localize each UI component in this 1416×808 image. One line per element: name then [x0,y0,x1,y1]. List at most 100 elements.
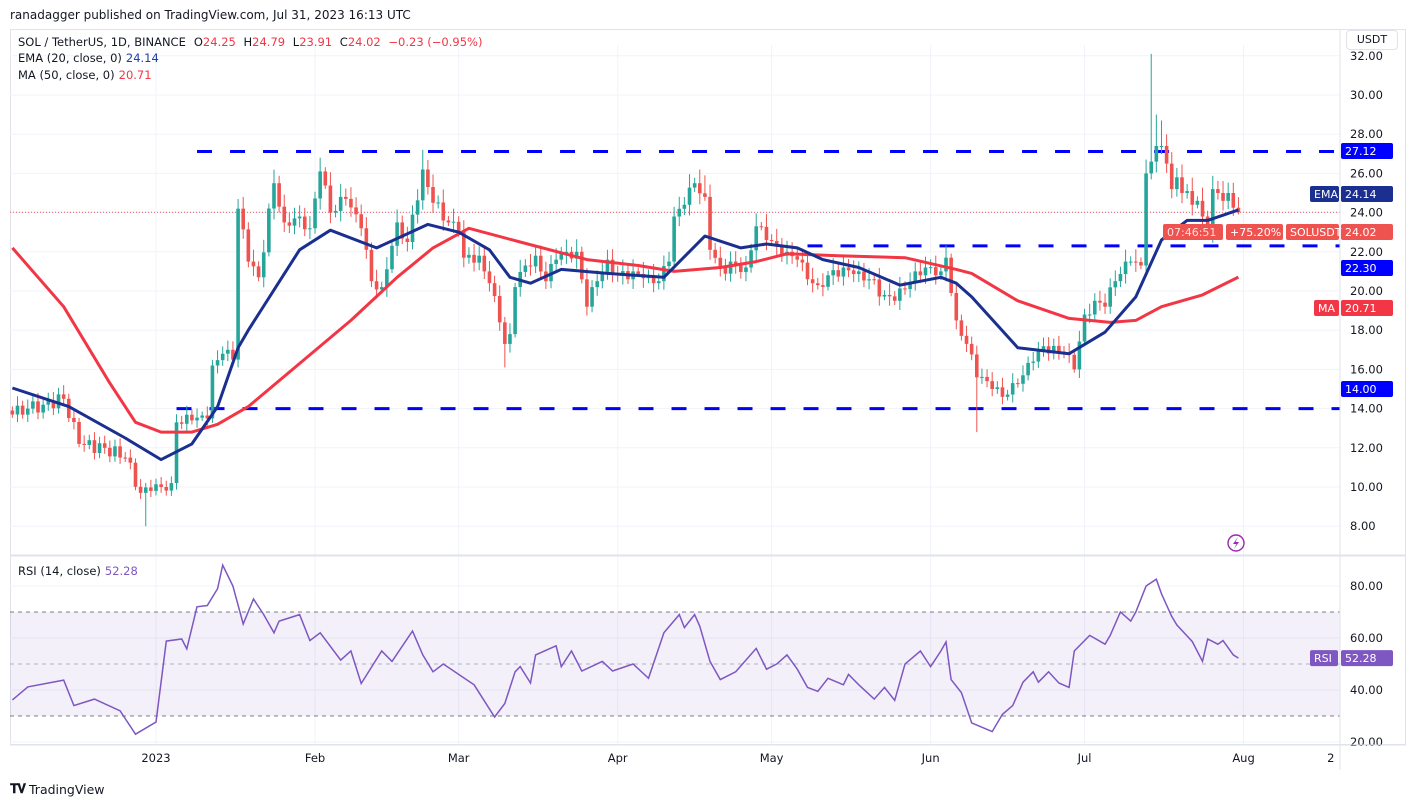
candle[interactable] [292,218,297,226]
candle[interactable] [821,285,825,287]
candle[interactable] [882,294,887,297]
candle[interactable] [451,221,456,223]
candle[interactable] [179,422,184,424]
candle[interactable] [964,335,969,344]
candle[interactable] [744,267,748,273]
candle[interactable] [892,296,897,301]
candle[interactable] [805,262,810,280]
candle[interactable] [1190,191,1195,205]
candle[interactable] [195,417,199,421]
candle[interactable] [1123,261,1128,275]
candle[interactable] [831,270,835,276]
ema-legend[interactable]: EMA (20, close, 0) 24.14 [18,51,163,65]
currency-button[interactable]: USDT [1346,30,1398,50]
candle[interactable] [374,281,379,290]
candle[interactable] [123,457,128,459]
candle[interactable] [87,440,92,445]
candle[interactable] [395,222,399,246]
candle[interactable] [590,287,594,307]
candle[interactable] [390,245,394,270]
candle[interactable] [1185,191,1189,193]
candle[interactable] [810,279,815,284]
candle[interactable] [1098,300,1102,303]
candle[interactable] [1159,145,1164,147]
candle[interactable] [359,214,363,229]
candle[interactable] [579,251,584,280]
candle[interactable] [1031,361,1036,363]
candle[interactable] [959,320,964,336]
candle[interactable] [554,259,558,264]
candle[interactable] [431,187,435,203]
candle[interactable] [108,447,112,457]
candle[interactable] [918,271,923,276]
candle[interactable] [410,214,415,242]
candle[interactable] [36,401,40,413]
candle[interactable] [559,254,564,260]
candle[interactable] [492,283,497,297]
candle[interactable] [277,183,281,207]
candle[interactable] [138,486,143,493]
candle[interactable] [226,349,230,354]
candle[interactable] [231,349,235,360]
candle[interactable] [267,208,271,253]
candle[interactable] [1195,200,1200,205]
candle[interactable] [436,202,440,204]
candle[interactable] [1134,261,1138,263]
candle[interactable] [154,484,158,491]
candle[interactable] [1000,387,1005,397]
candle[interactable] [985,376,989,382]
candle[interactable] [610,259,615,274]
candle[interactable] [898,288,902,301]
candle[interactable] [1057,345,1061,352]
ema20-line[interactable] [11,208,1239,462]
candle[interactable] [256,266,261,278]
candle[interactable] [56,394,61,409]
candle[interactable] [338,196,343,211]
candle[interactable] [308,228,312,230]
candle[interactable] [1175,177,1179,190]
candle[interactable] [200,415,204,418]
footer-brand[interactable]: 𝐓𝐕 TradingView [10,782,105,797]
candle[interactable] [677,208,682,217]
candle[interactable] [605,259,610,272]
candle[interactable] [538,255,543,272]
candle[interactable] [323,171,328,186]
candle[interactable] [441,202,446,221]
candle[interactable] [754,226,759,251]
candle[interactable] [975,354,979,378]
candle[interactable] [1010,383,1015,395]
candle[interactable] [846,267,851,271]
candle[interactable] [1236,207,1241,213]
candle[interactable] [118,446,122,458]
candle[interactable] [908,283,912,290]
candle[interactable] [97,443,102,454]
candle[interactable] [1149,161,1154,174]
candle[interactable] [400,222,405,239]
candle[interactable] [1231,193,1236,208]
candle[interactable] [508,334,512,344]
candle[interactable] [600,271,605,282]
candle[interactable] [1118,274,1123,282]
candle[interactable] [759,226,764,228]
candle[interactable] [184,414,189,424]
candle[interactable] [939,271,943,276]
candle[interactable] [72,417,76,423]
candle[interactable] [282,206,287,223]
candle[interactable] [426,169,430,188]
candle[interactable] [739,265,743,273]
candle[interactable] [369,249,374,282]
candle[interactable] [1210,189,1215,233]
candle[interactable] [1103,302,1107,307]
candle[interactable] [651,275,656,284]
candle[interactable] [826,275,830,287]
candle[interactable] [364,228,369,250]
candle[interactable] [10,410,15,415]
candle[interactable] [446,220,451,223]
candle[interactable] [133,462,138,487]
candle[interactable] [1200,200,1205,217]
candle[interactable] [595,281,599,288]
candle[interactable] [328,185,333,213]
candle[interactable] [205,415,210,419]
candle[interactable] [862,271,866,281]
candle[interactable] [169,483,174,491]
